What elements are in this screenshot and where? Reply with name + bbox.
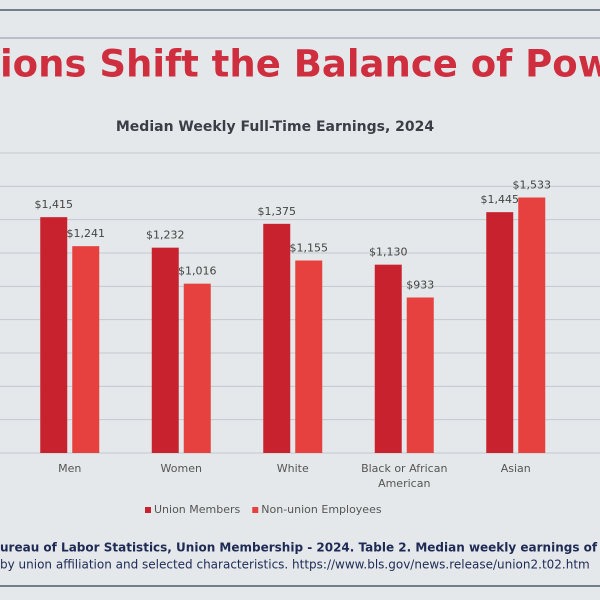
value-label: $1,445 [481,193,520,206]
value-label: $1,533 [513,179,552,192]
bar [486,212,514,453]
legend-swatch [252,507,259,513]
bar [40,217,68,453]
x-label-box: Women [160,462,202,475]
x-tick-label: Asian [500,462,531,475]
bar [151,247,179,453]
x-tick-label: Hisp [572,461,600,476]
value-label: $1,016 [178,265,217,278]
x-label-box: Hisp [572,461,600,501]
x-label-box: White [276,462,309,475]
x-label-box: Black or African American [361,462,448,490]
value-label: $1,375 [258,205,297,218]
value-label: $1,415 [35,198,74,211]
x-tick-label: Women [160,462,202,475]
bar [518,197,546,453]
value-label: $933 [406,279,434,292]
value-label: $1,130 [369,246,408,259]
source-text: ureau of Labor Statistics, Union Members… [0,541,600,555]
bar [263,223,291,453]
bar [406,297,434,453]
x-tick-label: Men [58,462,82,475]
legend-swatch [145,507,151,513]
bar [295,260,323,453]
x-tick-label: White [276,462,309,475]
value-label: $1,241 [67,227,106,240]
legend-label: Non-union Employees [261,503,382,516]
bar [183,283,211,453]
source-text: by union affiliation and selected charac… [0,558,590,572]
x-tick-label: Black or African American [361,462,448,490]
x-label-box: Men [58,462,82,475]
bar [374,264,402,453]
chart-title: Median Weekly Full-Time Earnings, 2024 [116,119,434,135]
x-label-box: Asian [500,462,531,475]
legend-label: Union Members [154,503,241,516]
bar [72,246,100,453]
value-label: $1,155 [290,242,329,255]
value-label: $1,232 [146,229,185,242]
slide-title: ions Shift the Balance of Pow [0,43,600,86]
